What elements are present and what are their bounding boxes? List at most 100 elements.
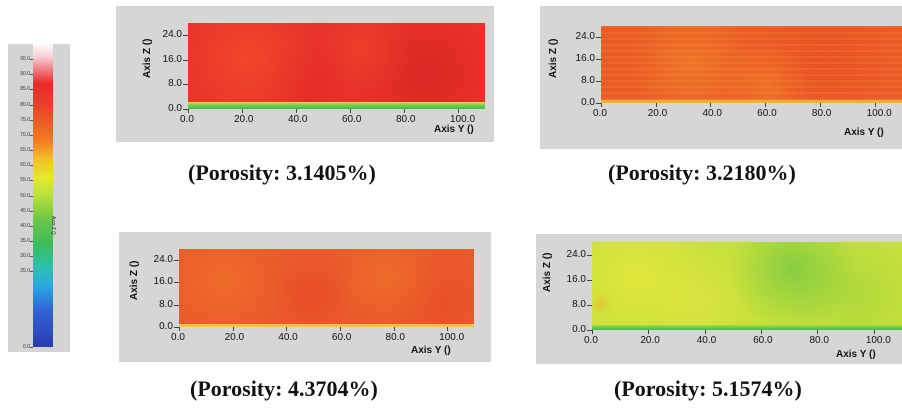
y-tick-label: 60.0	[331, 332, 352, 343]
z-tick-label: 0.0	[159, 321, 173, 332]
y-tick-label: 80.0	[811, 108, 832, 119]
z-tick-mark	[587, 330, 592, 331]
y-tick-label: 20.0	[224, 332, 245, 343]
z-tick-label: 16.0	[566, 273, 586, 285]
z-tick-mark	[183, 109, 188, 110]
y-tick-mark	[710, 103, 712, 107]
colorbar: 95.0 90.0 85.0 80.0 75.0 70.0 65.0 60.0 55.0 50.0…	[8, 44, 70, 352]
z-axis-title: Axis Z ()	[542, 252, 553, 292]
z-tick-label: 24.0	[575, 31, 595, 42]
colorbar-tick-label: 80.0	[8, 102, 33, 108]
colorbar-tick-label: 60.0	[8, 162, 33, 168]
colorbar-tick-label: 70.0	[8, 132, 33, 138]
y-tick-mark	[393, 327, 395, 331]
y-tick-mark	[286, 327, 288, 331]
z-tick-mark	[587, 279, 592, 281]
y-axis-title: Axis Y ()	[411, 345, 451, 356]
colorbar-tick-label: 30.0	[8, 253, 33, 259]
z-tick-mark	[596, 81, 601, 82]
z-axis-title: Axis Z ()	[548, 38, 559, 78]
y-tick-label: 0.0	[171, 332, 185, 343]
y-tick-label: 100.0	[866, 108, 892, 119]
z-tick-mark	[596, 103, 601, 104]
z-tick-label: 8.0	[159, 298, 173, 310]
z-tick-label: 24.0	[566, 248, 586, 260]
z-tick-mark	[174, 327, 179, 328]
y-tick-mark	[350, 109, 351, 113]
y-tick-mark	[655, 103, 657, 107]
y-tick-label: 0.0	[180, 114, 194, 125]
z-tick-label: 0.0	[168, 103, 182, 114]
y-tick-label: 100.0	[450, 114, 476, 125]
y-tick-mark	[296, 109, 297, 113]
z-tick-label: 8.0	[168, 78, 182, 90]
y-tick-label: 0.0	[584, 335, 598, 346]
heatmap-plot-area	[188, 23, 485, 109]
y-tick-mark	[817, 330, 819, 334]
y-tick-label: 80.0	[396, 114, 416, 125]
y-tick-label: 60.0	[757, 108, 777, 119]
colorbar-tick-label: 35.0	[8, 238, 33, 244]
colorbar-tick-label: 55.0	[8, 177, 33, 183]
y-tick-label: 20.0	[640, 335, 660, 346]
y-tick-label: 40.0	[696, 335, 717, 346]
z-tick-mark	[183, 59, 188, 61]
colorbar-tick-label: 85.0	[8, 86, 33, 92]
z-axis-title: Axis Z ()	[129, 260, 140, 300]
y-tick-mark	[447, 327, 449, 331]
y-tick-label: 0.0	[593, 108, 607, 119]
y-tick-mark	[873, 330, 875, 334]
y-tick-mark	[404, 109, 405, 113]
y-tick-mark	[458, 109, 459, 113]
porosity-caption-3: (Porosity: 4.3704%)	[190, 376, 378, 401]
z-tick-mark	[587, 304, 592, 306]
y-tick-mark	[819, 103, 821, 107]
heatmap-plot-area	[601, 26, 902, 103]
colorbar-tick-label: 75.0	[8, 117, 33, 123]
z-tick-mark	[183, 35, 188, 37]
y-tick-mark	[704, 330, 706, 334]
y-tick-label: 80.0	[809, 335, 829, 346]
y-axis-title: Axis Y ()	[434, 124, 474, 135]
y-tick-mark	[601, 103, 602, 107]
y-tick-mark	[188, 109, 189, 113]
y-tick-label: 80.0	[385, 332, 405, 343]
porosity-caption-2: (Porosity: 3.2180%)	[608, 160, 796, 185]
z-tick-mark	[174, 304, 179, 306]
z-tick-label: 16.0	[162, 53, 182, 65]
heatmap-panel-1: 24.0 16.0 8.0 0.0 0.0 20.0 40.0 60.0 80.0 100.0 A…	[116, 6, 494, 142]
heatmap-plot-area	[179, 249, 474, 327]
colorbar-tick-label: 45.0	[8, 208, 33, 214]
heatmap-plot-area	[592, 242, 902, 330]
colorbar-tick-label: 95.0	[8, 56, 33, 62]
y-axis-title: Axis Y ()	[836, 349, 876, 360]
y-tick-label: 100.0	[865, 335, 891, 346]
heatmap-panel-3: 24.0 16.0 8.0 0.0 0.0 20.0 40.0 60.0 80.0 100.0 A…	[119, 232, 491, 362]
y-tick-label: 60.0	[342, 114, 362, 125]
z-tick-mark	[183, 84, 188, 86]
colorbar-tick-label: 50.0	[8, 193, 33, 199]
y-tick-label: 20.0	[234, 114, 254, 125]
porosity-caption-4: (Porosity: 5.1574%)	[614, 376, 802, 401]
y-tick-label: 40.0	[278, 332, 298, 343]
colorbar-tick-label: 40.0	[8, 223, 33, 229]
y-tick-label: 40.0	[702, 108, 722, 119]
z-tick-label: 0.0	[572, 324, 586, 335]
colorbar-label: Axis Z ()	[50, 216, 56, 235]
heatmap-panel-4: 24.0 16.0 8.0 0.0 0.0 20.0 40.0 60.0 80.0 100.0 A…	[536, 234, 902, 364]
z-tick-label: 16.0	[153, 276, 173, 288]
porosity-caption-1: (Porosity: 3.1405%)	[188, 160, 376, 185]
y-tick-mark	[765, 103, 767, 107]
y-tick-mark	[339, 327, 341, 331]
y-tick-mark	[232, 327, 234, 331]
y-axis-title: Axis Y ()	[844, 127, 884, 138]
y-tick-label: 20.0	[647, 108, 668, 119]
y-tick-mark	[242, 109, 243, 113]
y-tick-mark	[592, 330, 593, 334]
y-tick-label: 40.0	[288, 114, 308, 125]
heatmap-panel-2: 24.0 16.0 8.0 0.0 0.0 20.0 40.0 60.0 80.0 100.0 A…	[540, 6, 902, 149]
z-tick-label: 8.0	[572, 298, 586, 310]
y-tick-label: 60.0	[753, 335, 773, 346]
z-tick-label: 0.0	[581, 97, 595, 108]
colorbar-tick-label: 25.0	[8, 268, 33, 274]
